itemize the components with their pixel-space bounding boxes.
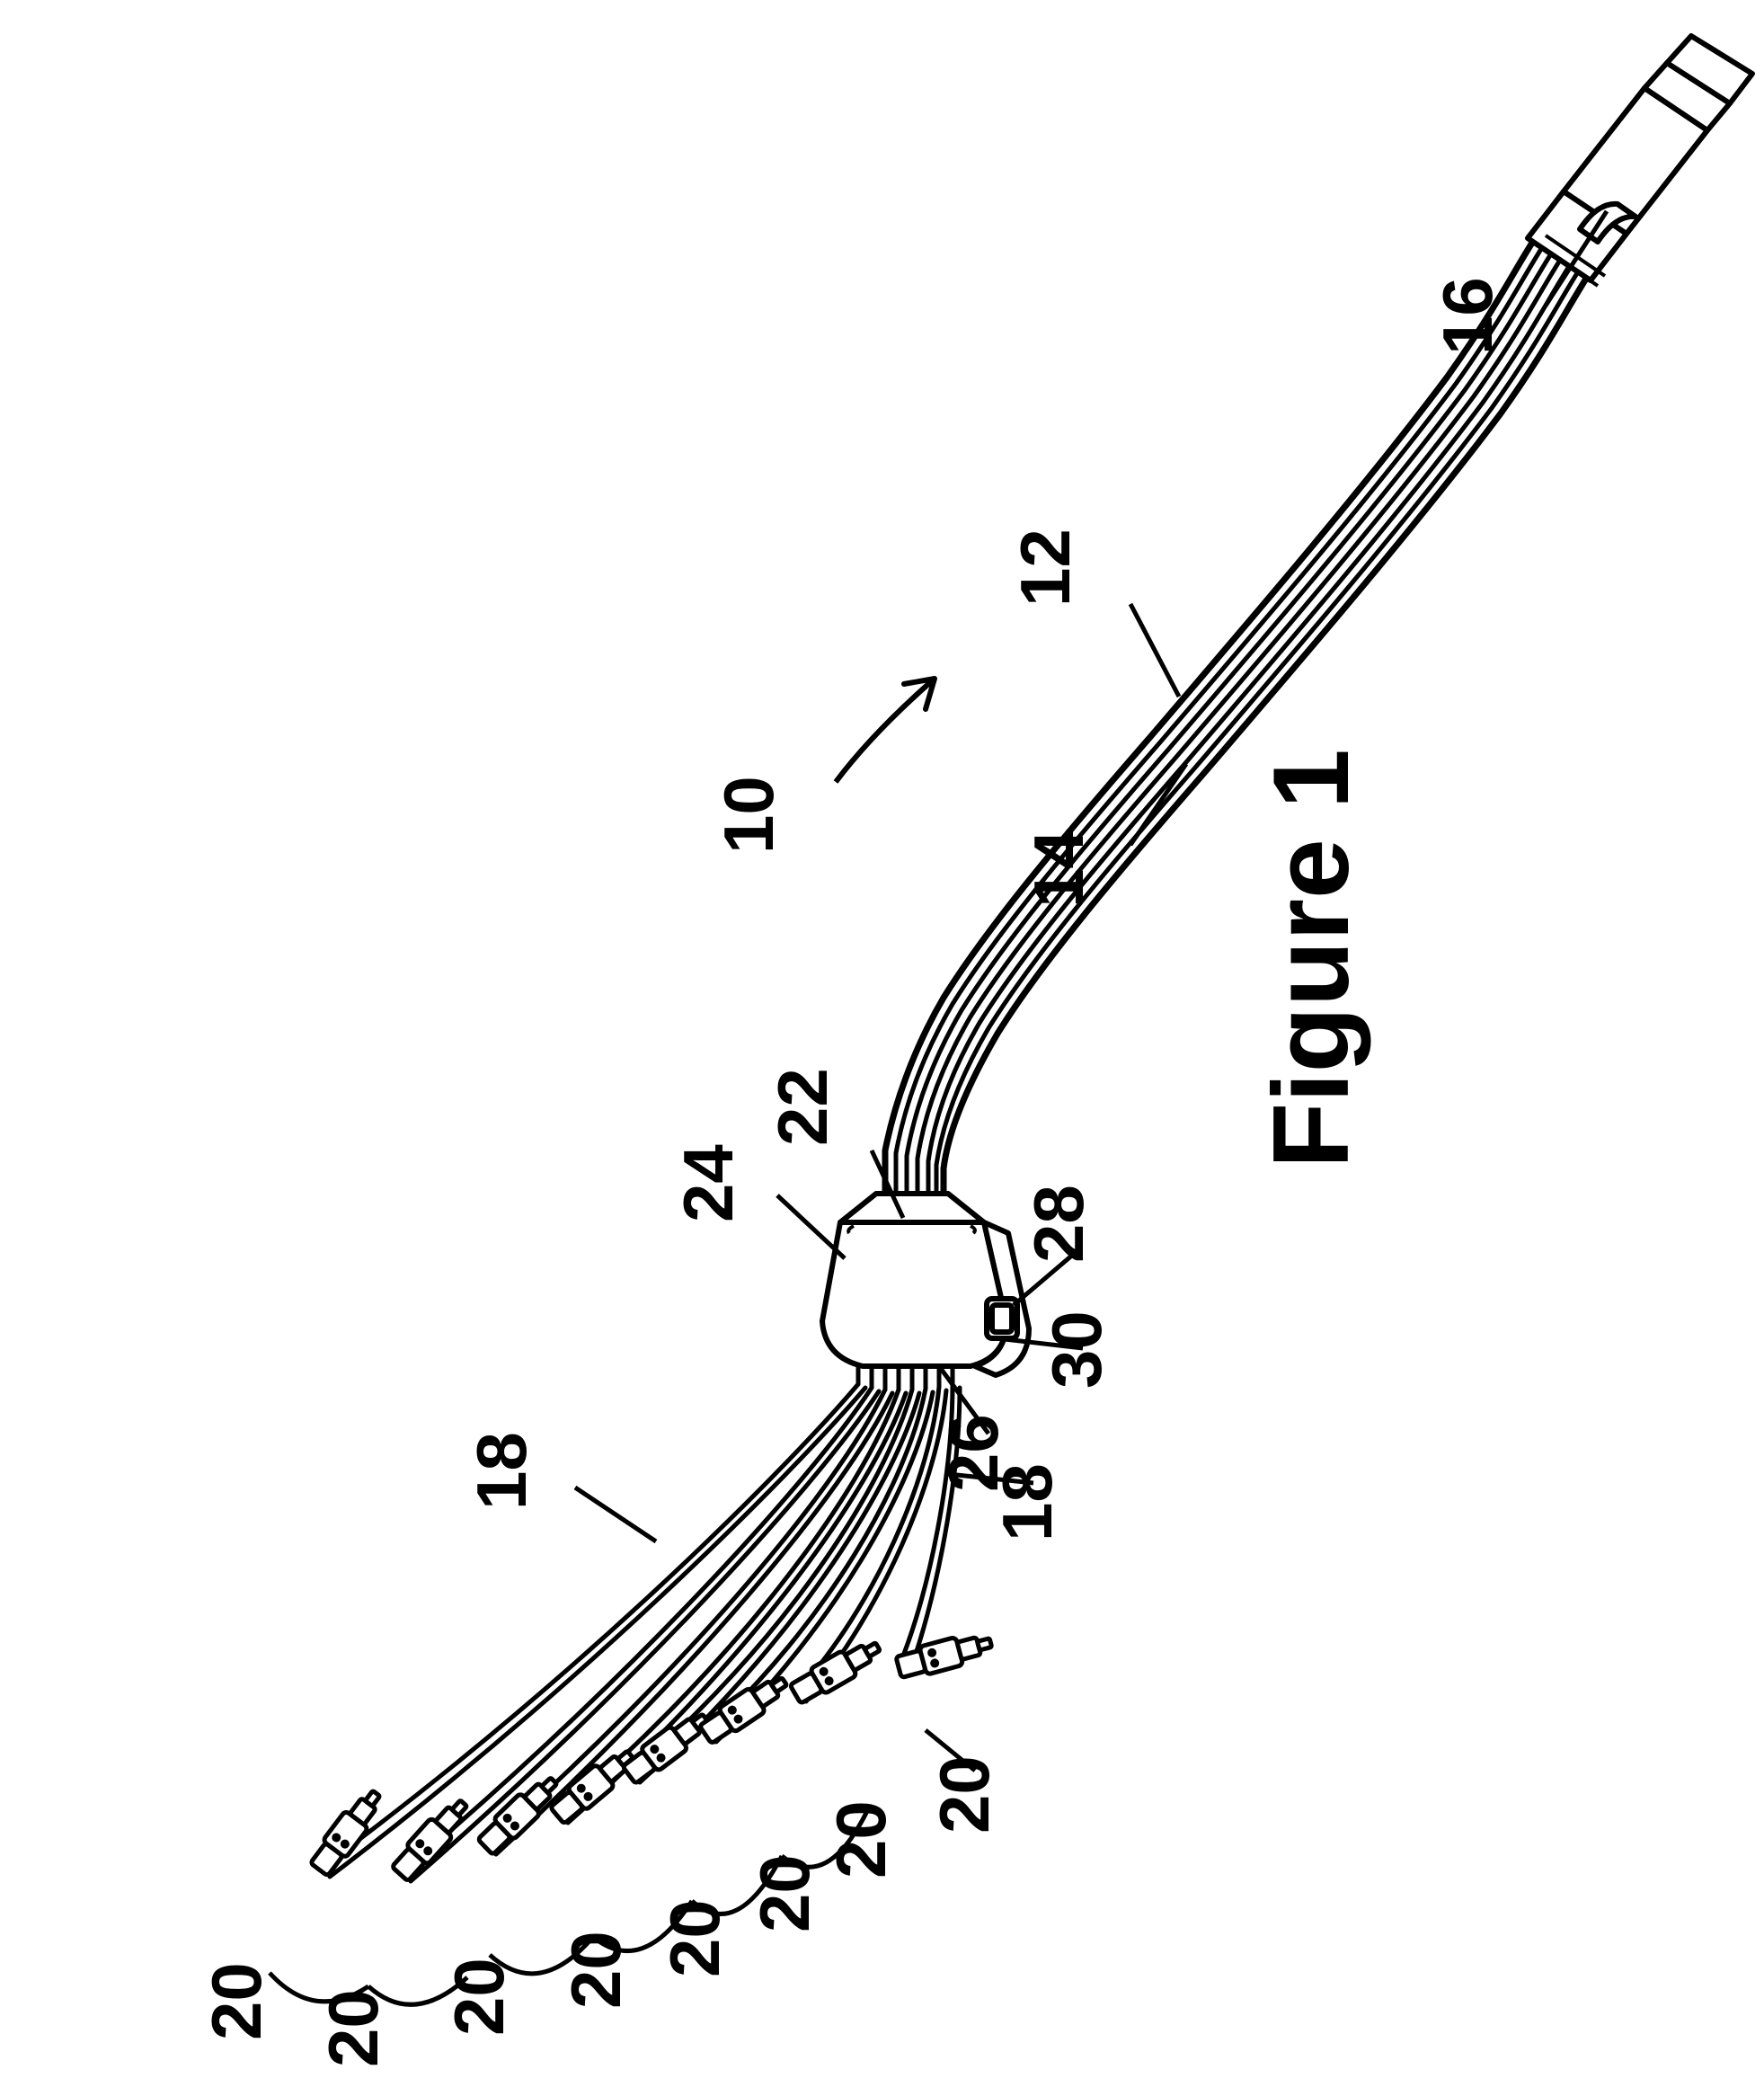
- label-20-6: 20: [745, 1854, 824, 1932]
- label-20-7: 20: [821, 1800, 900, 1878]
- label-20-2: 20: [314, 1989, 393, 2067]
- assembly-ref-arrow: [836, 679, 935, 782]
- ribbon-cable: [885, 243, 1586, 1200]
- label-20-3: 20: [439, 1958, 519, 2036]
- figure-title: Figure 1: [1251, 749, 1371, 1168]
- label-20-1: 20: [197, 1962, 276, 2040]
- label-12: 12: [1006, 528, 1085, 607]
- label-20-4: 20: [556, 1931, 635, 2009]
- mtp-connector-16: [1528, 36, 1752, 286]
- label-10: 10: [709, 776, 788, 854]
- label-30: 30: [1037, 1310, 1116, 1389]
- label-24: 24: [669, 1144, 748, 1222]
- label-22: 22: [763, 1068, 842, 1146]
- label-16: 16: [1428, 277, 1507, 355]
- furcation-body: [822, 1194, 1029, 1375]
- label-18a: 18: [462, 1432, 541, 1510]
- label-14: 14: [1019, 830, 1098, 908]
- label-20-8: 20: [925, 1755, 1004, 1834]
- label-28: 28: [1019, 1185, 1098, 1263]
- label-20-5: 20: [655, 1899, 734, 1977]
- label-18b: 18: [988, 1463, 1067, 1541]
- figure-1-svg: 16 12 14 10 22 24 28 30 26 18 18 20 20 2…: [0, 0, 1764, 2096]
